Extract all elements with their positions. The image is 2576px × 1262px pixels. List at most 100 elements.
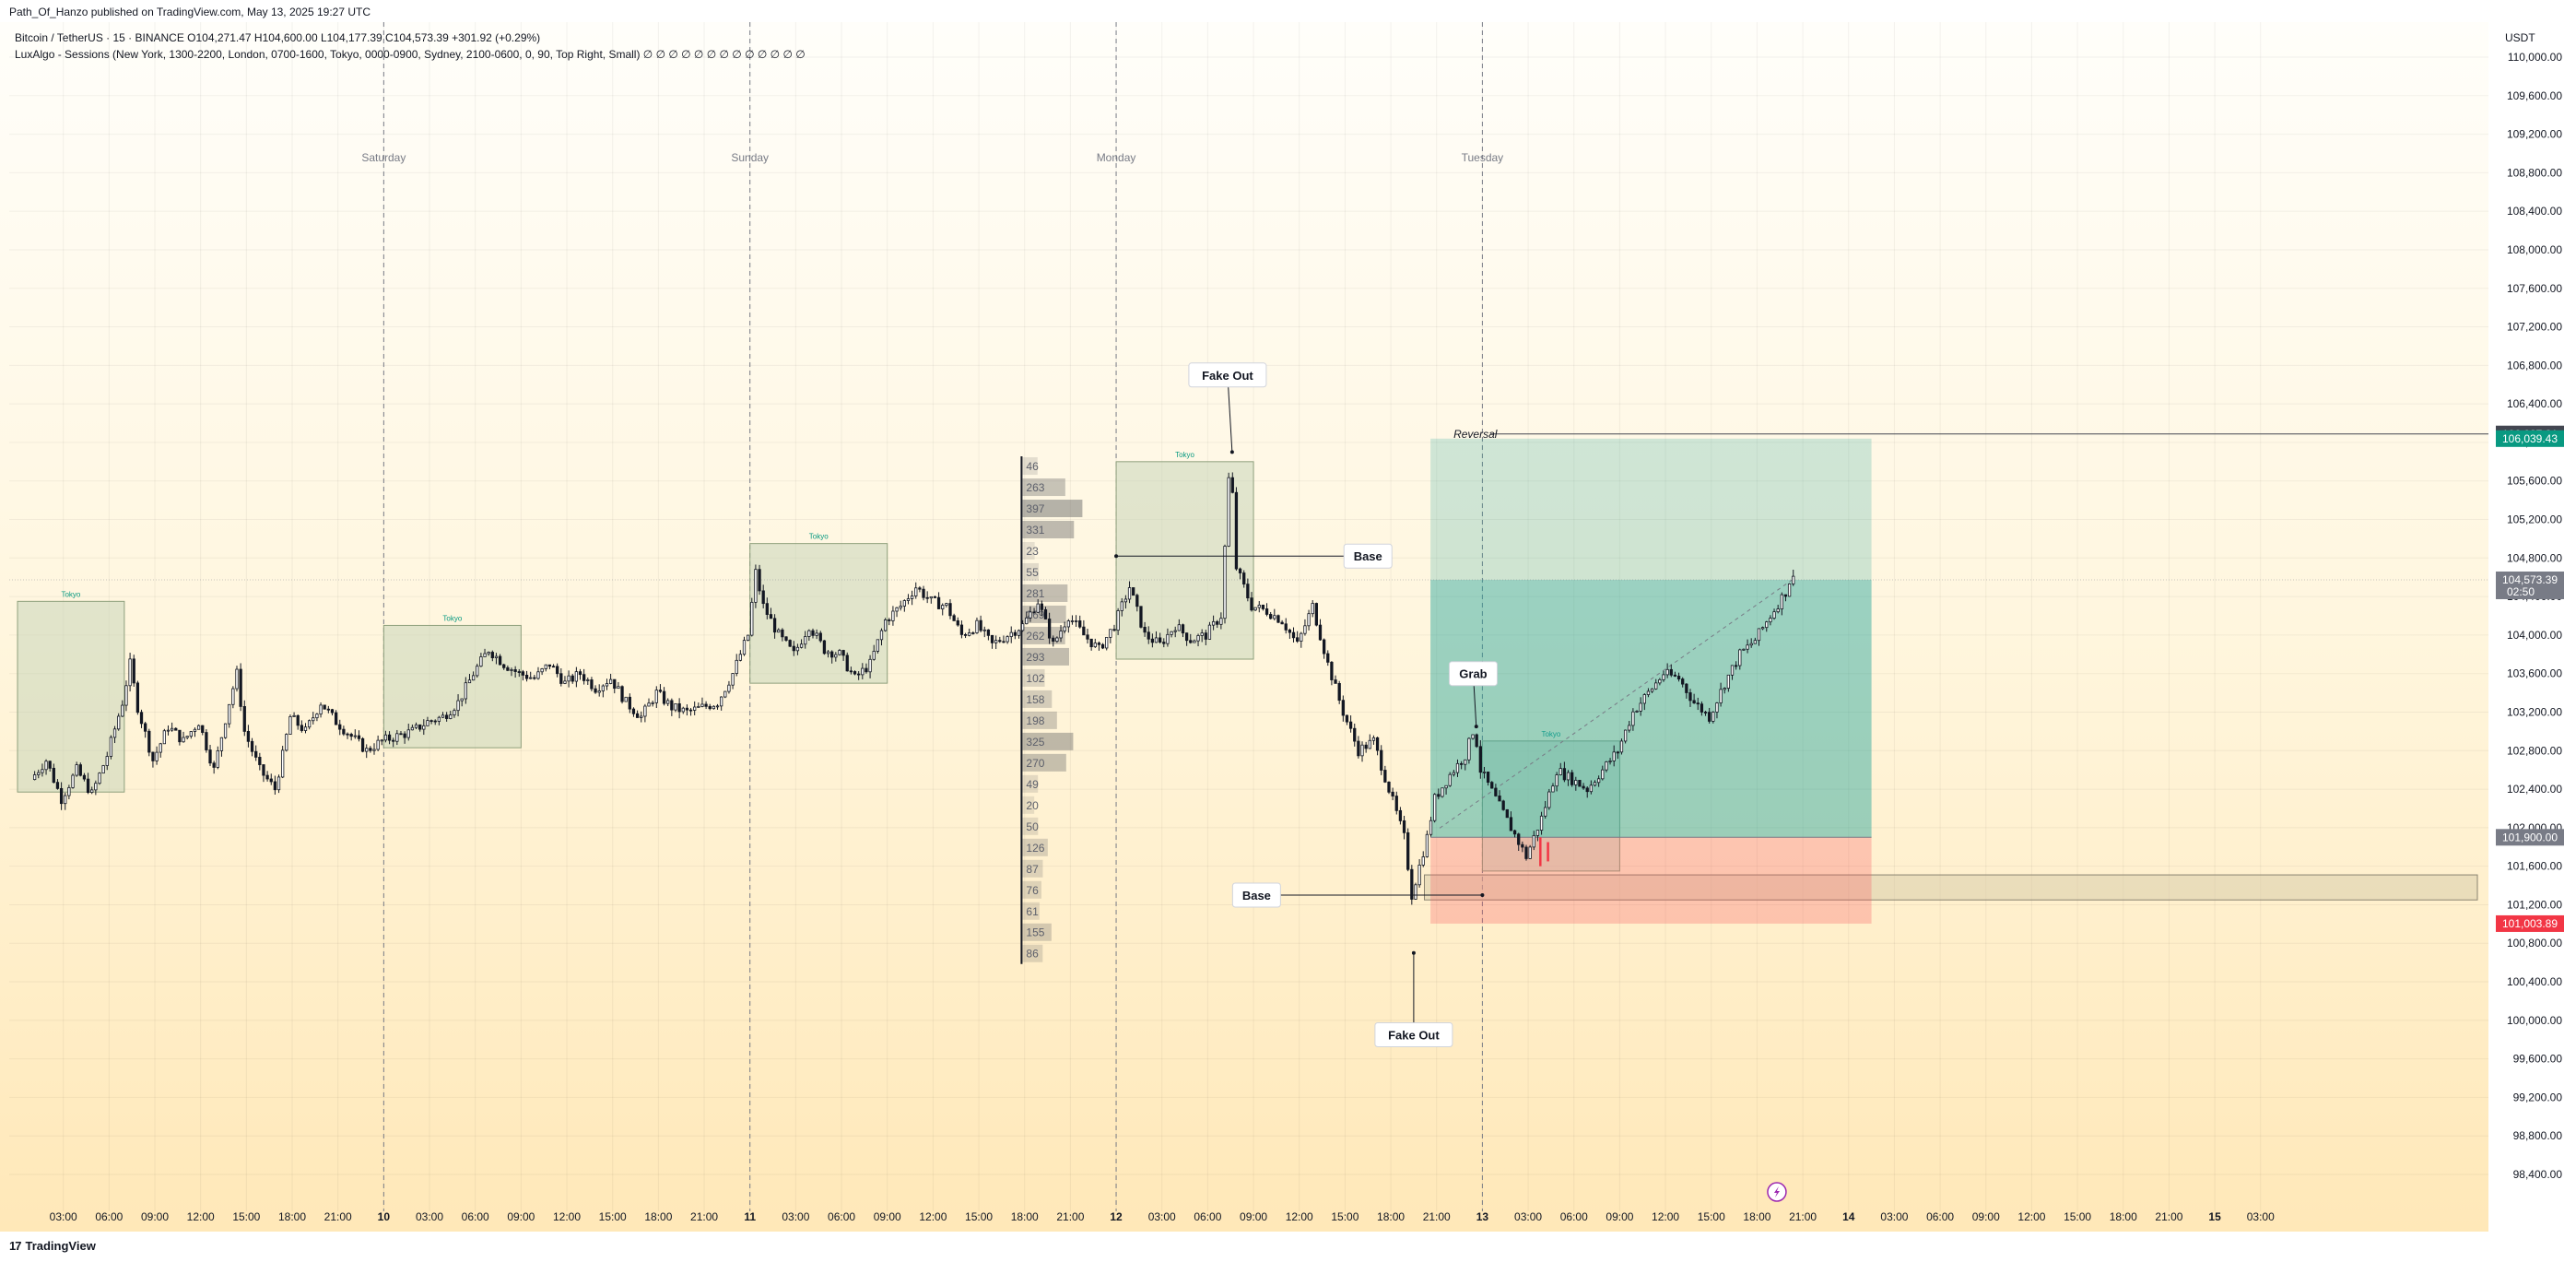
candle-bull [700,703,704,707]
candle-bear [1676,676,1681,680]
volume-profile-bar [1022,521,1075,539]
candle-bull [982,629,986,631]
volume-profile-value: 87 [1026,863,1039,876]
volume-profile-bar [1022,838,1048,856]
candle-bull [276,776,281,791]
candle-bull [1120,601,1123,611]
current-price-tag [2496,571,2564,599]
candle-bear [1040,603,1043,610]
candle-bull [216,749,219,768]
x-tick-label: 15:00 [232,1210,260,1223]
chart-area[interactable]: Tokyo Tokyo Tokyo Tokyo Tokyo Reversal 46 263… [0,22,2576,1262]
volume-profile-value: 86 [1026,948,1039,961]
x-tick-label: 12:00 [919,1210,947,1223]
candle-bear [506,666,510,671]
candle-bear [1486,772,1490,784]
candle-bull [453,710,456,715]
candle-bull [1360,744,1364,757]
volume-profile-value: 263 [1026,481,1044,494]
candle-bear [1230,477,1234,493]
candle-bear [246,730,251,742]
candle-bull [1055,637,1059,643]
candle-bear [48,761,52,769]
candle-bear [201,725,205,733]
candle-bear [1143,626,1147,633]
candle-bull [64,795,67,805]
x-tick-label: 03:00 [1880,1210,1908,1223]
y-tick-label: 108,400.00 [2507,205,2562,218]
volume-profile-value: 46 [1026,460,1039,473]
candle-bull [975,619,979,633]
callout-box [1188,362,1267,388]
candle-bear [1086,634,1089,640]
candle-bull [101,765,105,774]
y-tick-label: 108,000.00 [2507,243,2562,256]
candle-bull [1105,636,1109,649]
candle-bull [807,630,811,637]
candle-bear [1708,712,1711,722]
tokyo-session-box [1115,461,1254,660]
candle-bear [1494,787,1498,796]
candle-bull [121,704,124,717]
candle-bull [1650,688,1654,692]
candle-bear [254,750,258,758]
candle-bull [281,749,285,778]
candle-bull [1535,830,1540,836]
y-tick-label: 106,800.00 [2507,359,2562,372]
y-tick-label: 99,200.00 [2513,1091,2563,1103]
candle-bull [651,702,654,704]
volume-profile-value: 55 [1026,566,1039,579]
candle-bear [959,624,964,635]
candle-bear [613,678,617,690]
candle-bear [490,652,494,658]
candle-bull [826,651,830,655]
candle-bull [1742,648,1746,651]
candle-bull [376,739,380,750]
candle-bear [1184,632,1189,642]
candle-bear [1475,734,1478,748]
candle-bull [872,651,876,660]
candle-bull [285,734,288,751]
y-tick-label: 105,600.00 [2507,475,2562,488]
candle-bull [98,773,101,784]
candle-bull [94,783,98,791]
candle-bull [292,714,296,717]
candle-bear [784,636,788,641]
volume-profile-value: 331 [1026,524,1044,537]
callout-box [1231,882,1281,908]
candle-bear [1334,679,1337,684]
candle-bull [1654,682,1658,690]
candle-bear [334,712,338,725]
candle-bear [1505,808,1509,819]
candle-bull [899,606,902,608]
candle-bear [498,655,502,666]
candle-bull [742,640,747,655]
candle-bear [1089,638,1093,648]
x-tick-label: 12:00 [1652,1210,1679,1223]
x-tick-label: 03:00 [1148,1210,1176,1223]
tradingview-logo[interactable]: 17 TradingView [9,1239,96,1253]
x-tick-label: 21:00 [690,1210,718,1223]
x-tick-label: 06:00 [1194,1210,1221,1223]
candle-bull [383,734,388,741]
candle-bull [90,789,94,793]
candle-bull [1311,603,1314,615]
volume-profile-value: 293 [1026,651,1044,664]
candle-bear [369,748,372,751]
candle-bull [1547,791,1551,808]
symbol-legend: Bitcoin / TetherUS · 15 · BINANCE O104,2… [15,31,541,44]
candle-bull [189,731,193,737]
candle-bear [1288,629,1292,633]
candle-bull [715,705,720,708]
candle-bull [879,630,884,641]
x-tick-label: 12:00 [553,1210,581,1223]
candle-bull [666,700,670,704]
candle-bull [1646,690,1651,695]
candle-bear [865,667,868,673]
candle-bull [1574,780,1578,785]
price-chart[interactable]: Tokyo Tokyo Tokyo Tokyo Tokyo Reversal 46 263… [0,22,2576,1232]
candle-bear [1284,623,1288,631]
x-tick-label: 03:00 [2247,1210,2275,1223]
candle-bull [44,761,48,771]
candle-bear [1181,624,1185,634]
